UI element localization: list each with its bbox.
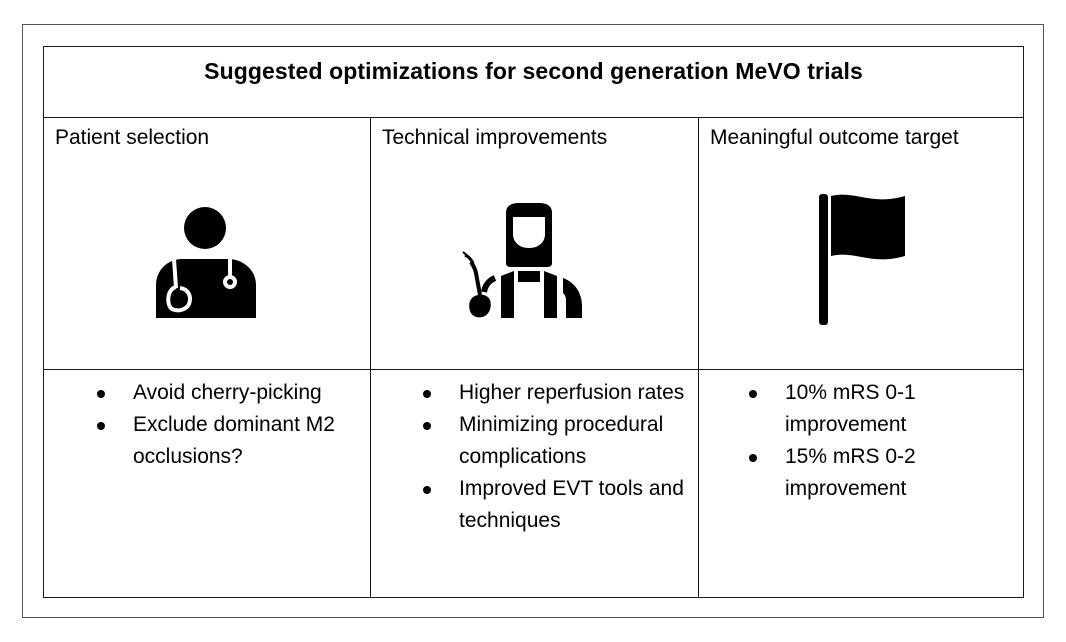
welder-icon [462,203,582,318]
bullet-dot [97,422,105,430]
patient-selection-list: Avoid cherry-picking Exclude dominant M2… [97,377,365,473]
patient-selection-heading: Patient selection [55,126,210,149]
bullet-dot [423,486,431,494]
bullet-dot [423,390,431,398]
technical-improvements-body-cell: Higher reperfusion rates Minimizing proc… [370,370,698,597]
list-item: Minimizing procedural complications [423,409,695,473]
outcome-target-header-cell: Meaningful outcome target [698,118,1023,370]
outcome-target-list: 10% mRS 0-1 improvement 15% mRS 0-2 impr… [749,377,1017,505]
list-item: 10% mRS 0-1 improvement [749,377,1017,441]
flag-icon [819,194,905,325]
outcome-target-body-cell: 10% mRS 0-1 improvement 15% mRS 0-2 impr… [698,370,1023,597]
bullet-dot [749,390,757,398]
patient-selection-header-cell: Patient selection [44,118,370,370]
optimizations-table: Suggested optimizations for second gener… [43,46,1024,598]
bullet-dot [749,454,757,462]
list-item: 15% mRS 0-2 improvement [749,441,1017,505]
patient-selection-body-cell: Avoid cherry-picking Exclude dominant M2… [44,370,370,597]
doctor-stethoscope-icon [156,207,256,318]
technical-improvements-list: Higher reperfusion rates Minimizing proc… [423,377,695,537]
technical-improvements-header-cell: Technical improvements [370,118,698,370]
list-item: Avoid cherry-picking [97,377,365,409]
list-item: Higher reperfusion rates [423,377,695,409]
figure-frame [22,24,1044,618]
title-row: Suggested optimizations for second gener… [44,47,1023,118]
bullet-dot [423,422,431,430]
outcome-target-heading: Meaningful outcome target [710,126,959,149]
technical-improvements-heading: Technical improvements [382,126,608,149]
table-title: Suggested optimizations for second gener… [204,57,863,84]
list-item: Improved EVT tools and techniques [423,473,695,537]
list-item: Exclude dominant M2 occlusions? [97,409,365,473]
bullet-dot [97,390,105,398]
